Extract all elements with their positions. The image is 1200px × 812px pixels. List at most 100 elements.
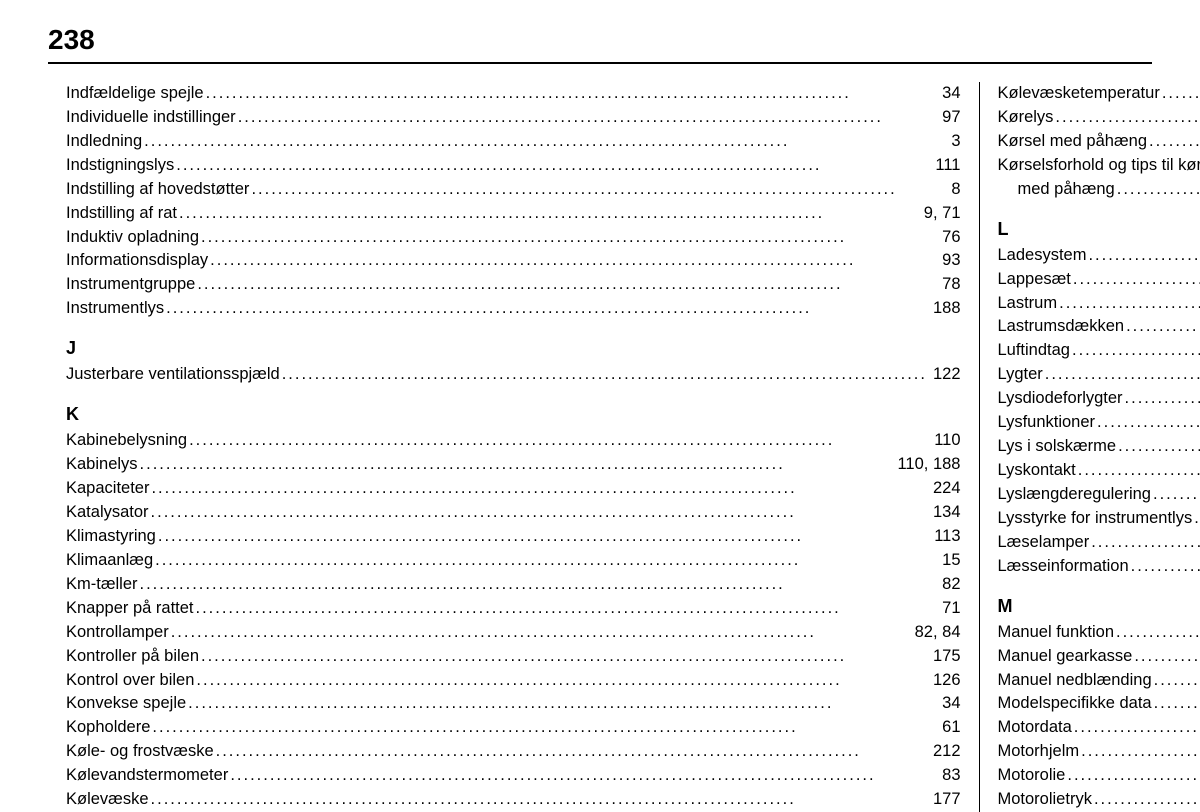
entry-label: Lyslængderegulering <box>998 483 1152 507</box>
leader-dots <box>1124 315 1200 339</box>
index-entry: Kølevæsketemperatur87 <box>998 82 1200 106</box>
index-entry: Kabinebelysning 110 <box>66 429 961 453</box>
leader-dots <box>249 178 947 202</box>
entry-label: med påhæng <box>998 178 1115 202</box>
entry-label: Indledning <box>66 130 142 154</box>
leader-dots <box>1086 244 1200 268</box>
index-entry: Indfældelige spejle34 <box>66 82 961 106</box>
leader-dots <box>164 297 929 321</box>
entry-label: Manuel nedblænding <box>998 669 1152 693</box>
entry-pages: 82 <box>938 573 960 597</box>
index-entry: Lygter105 <box>998 363 1200 387</box>
entry-label: Læselamper <box>998 531 1090 555</box>
leader-dots <box>142 130 947 154</box>
index-entry: Læsseinformation68 <box>998 555 1200 579</box>
entry-pages: 82, 84 <box>911 621 961 645</box>
index-entry: Klimaanlæg15 <box>66 549 961 573</box>
entry-label: Kontrollamper <box>66 621 169 645</box>
entry-label: Lyskontakt <box>998 459 1076 483</box>
index-entry: Motorhjelm175 <box>998 740 1200 764</box>
index-entry: Luftindtag123 <box>998 339 1200 363</box>
entry-label: Motorolietryk <box>998 788 1092 812</box>
leader-dots <box>169 621 911 645</box>
leader-dots <box>1095 411 1200 435</box>
entry-label: Kabinebelysning <box>66 429 187 453</box>
index-entry: med påhæng169 <box>998 178 1200 202</box>
entry-pages: 175 <box>929 645 961 669</box>
entry-label: Kapaciteter <box>66 477 149 501</box>
index-entry: Katalysator134 <box>66 501 961 525</box>
entry-pages: 97 <box>938 106 960 130</box>
index-entry: Klimastyring113 <box>66 525 961 549</box>
leader-dots <box>280 363 929 387</box>
entry-pages: 134 <box>929 501 961 525</box>
entry-label: Induktiv opladning <box>66 226 199 250</box>
entry-label: Indstilling af rat <box>66 202 177 226</box>
entry-label: Individuelle indstillinger <box>66 106 236 130</box>
leader-dots <box>174 154 931 178</box>
leader-dots <box>177 202 920 226</box>
leader-dots <box>153 549 938 573</box>
leader-dots <box>1079 740 1200 764</box>
entry-pages: 224 <box>929 477 961 501</box>
entry-label: Kølevandstermometer <box>66 764 228 788</box>
leader-dots <box>150 716 938 740</box>
index-entry: Lys i solskærme111 <box>998 435 1200 459</box>
index-entry: Lastrumsdækken65 <box>998 315 1200 339</box>
leader-dots <box>1092 788 1200 812</box>
index-entry: Kølevandstermometer83 <box>66 764 961 788</box>
leader-dots <box>1076 459 1200 483</box>
index-entry: Indstilling af rat9, 71 <box>66 202 961 226</box>
leader-dots <box>195 273 938 297</box>
entry-label: Kontrol over bilen <box>66 669 194 693</box>
entry-label: Lysfunktioner <box>998 411 1096 435</box>
index-entry: Instrumentlys188 <box>66 297 961 321</box>
entry-pages: 34 <box>938 692 960 716</box>
section-letter: M <box>998 593 1200 619</box>
entry-pages: 76 <box>938 226 960 250</box>
leader-dots <box>1072 716 1200 740</box>
section-letter: K <box>66 401 961 427</box>
leader-dots <box>138 573 939 597</box>
entry-label: Kølevæsketemperatur <box>998 82 1160 106</box>
leader-dots <box>187 429 930 453</box>
entry-label: Knapper på rattet <box>66 597 194 621</box>
leader-dots <box>149 788 929 812</box>
index-entry: Indstigningslys111 <box>66 154 961 178</box>
entry-pages: 113 <box>930 525 960 549</box>
entry-label: Køle- og frostvæske <box>66 740 214 764</box>
page-number: 238 <box>48 24 1152 64</box>
index-column: Indfældelige spejle34Individuelle indsti… <box>48 82 979 812</box>
entry-label: Kørsel med påhæng <box>998 130 1148 154</box>
leader-dots <box>1123 387 1200 411</box>
leader-dots <box>1152 669 1200 693</box>
entry-pages: 110 <box>930 429 960 453</box>
leader-dots <box>194 597 939 621</box>
leader-dots <box>1151 483 1200 507</box>
entry-pages: 34 <box>938 82 960 106</box>
leader-dots <box>1114 621 1200 645</box>
index-entry: Lysdiodeforlygter183 <box>998 387 1200 411</box>
entry-label: Luftindtag <box>998 339 1070 363</box>
leader-dots <box>1160 82 1200 106</box>
index-entry: Læselamper111 <box>998 531 1200 555</box>
entry-pages: 8 <box>947 178 960 202</box>
entry-label: Indstigningslys <box>66 154 174 178</box>
entry-pages: 177 <box>929 788 961 812</box>
index-entry: Kontrollamper 82, 84 <box>66 621 961 645</box>
index-entry: Manuel gearkasse140 <box>998 645 1200 669</box>
entry-label: Læsseinformation <box>998 555 1129 579</box>
entry-label: Km-tæller <box>66 573 138 597</box>
index-entry: Kopholdere61 <box>66 716 961 740</box>
leader-dots <box>228 764 938 788</box>
leader-dots <box>149 477 929 501</box>
leader-dots <box>199 645 929 669</box>
entry-label: Instrumentgruppe <box>66 273 195 297</box>
entry-pages: 122 <box>929 363 961 387</box>
entry-label: Ladesystem <box>998 244 1087 268</box>
entry-pages: 3 <box>947 130 960 154</box>
entry-label: Lastrumsdækken <box>998 315 1125 339</box>
entry-pages: 78 <box>938 273 960 297</box>
entry-label: Kørelys <box>998 106 1054 130</box>
index-entry: Indledning 3 <box>66 130 961 154</box>
